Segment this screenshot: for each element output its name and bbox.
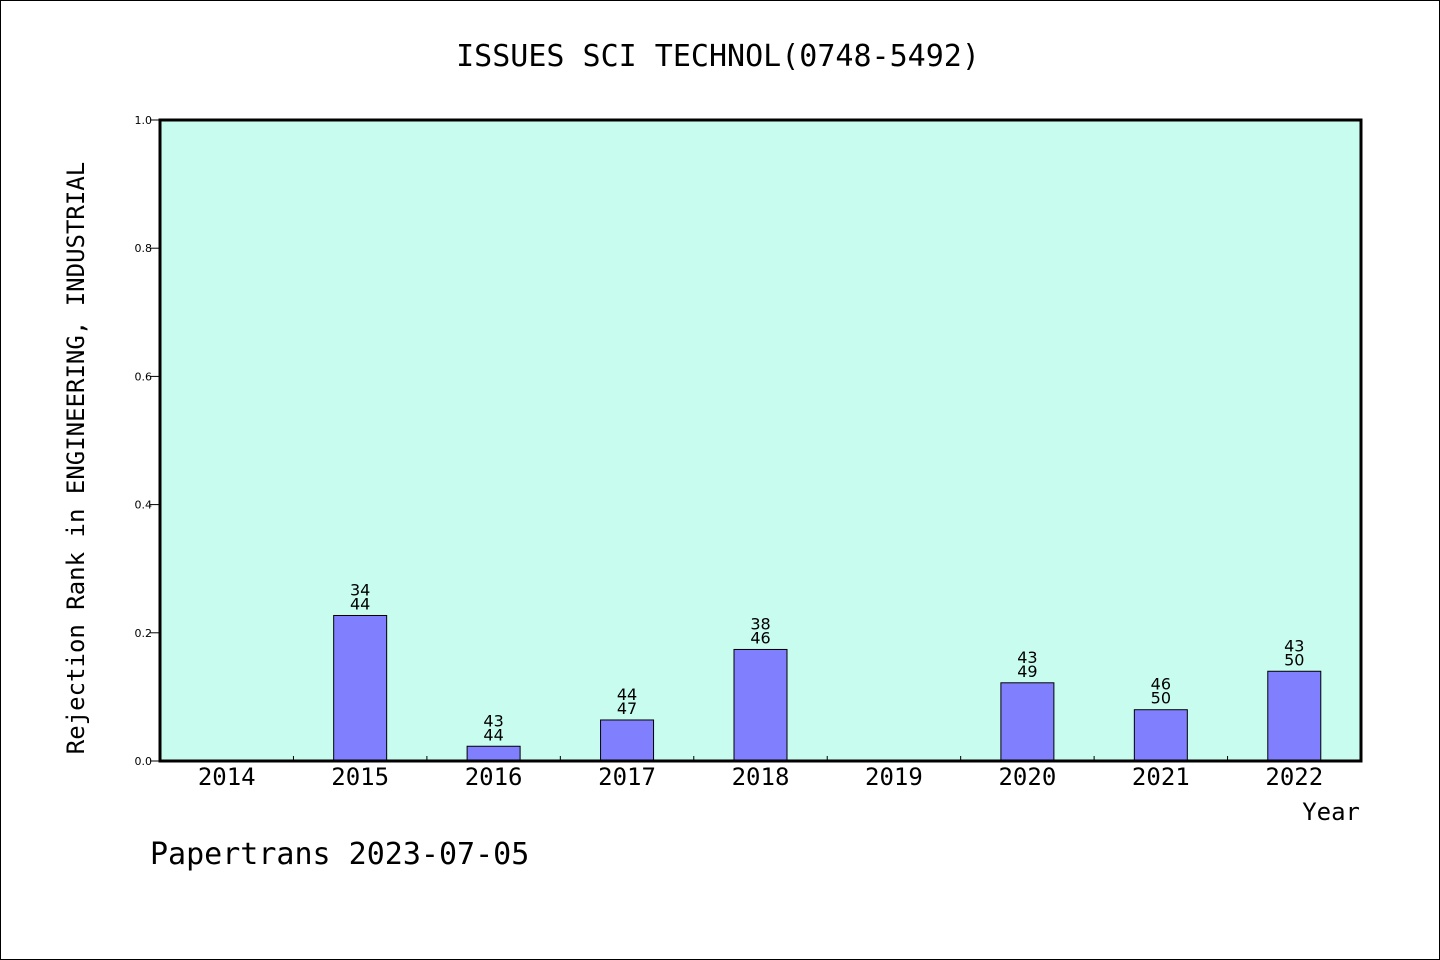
y-tick-label: 0.0 (135, 755, 153, 768)
x-axis: 2014 2015 2016 2017 2018 2019 2020 2021 2022 (198, 756, 1323, 791)
x-tick-label: 2015 (331, 763, 389, 791)
plot-border (158, 118, 1363, 763)
bars-group (333, 614, 1322, 762)
data-label-top: 44 (617, 685, 637, 704)
bar-2018 (733, 648, 788, 762)
data-label-bottom: 44 (483, 725, 503, 744)
data-label-top: 43 (483, 711, 503, 730)
bar-2021 (1133, 709, 1188, 762)
data-label-bottom: 46 (750, 628, 770, 647)
y-axis: 0.0 0.2 0.4 0.6 0.8 1.0 (135, 114, 160, 768)
y-tick-label: 1.0 (135, 114, 153, 127)
data-label-top: 38 (750, 614, 770, 633)
data-label-bottom: 47 (617, 699, 637, 718)
data-label-top: 46 (1151, 675, 1171, 694)
y-axis-label: Rejection Rank in ENGINEERING, INDUSTRIA… (62, 162, 90, 754)
data-label-top: 43 (1284, 636, 1304, 655)
x-tick-label: 2016 (465, 763, 523, 791)
x-tick-label: 2021 (1132, 763, 1190, 791)
x-axis-label: Year (1302, 798, 1360, 826)
chart-title: ISSUES SCI TECHNOL(0748-5492) (456, 39, 980, 74)
bar-2015 (333, 614, 388, 762)
y-tick-label: 0.6 (135, 370, 153, 383)
y-tick-label: 0.8 (135, 242, 153, 255)
x-tick-label: 2020 (998, 763, 1056, 791)
x-tick-label: 2017 (598, 763, 656, 791)
data-label-bottom: 50 (1284, 650, 1304, 669)
data-label-bottom: 44 (350, 594, 370, 613)
x-tick-label: 2022 (1265, 763, 1323, 791)
data-label-bottom: 49 (1017, 662, 1037, 681)
data-label-top: 43 (1017, 648, 1037, 667)
footer-text: Papertrans 2023-07-05 (150, 837, 529, 872)
bar-2016 (466, 745, 521, 762)
x-tick-label: 2019 (865, 763, 923, 791)
data-label-top: 34 (350, 580, 370, 599)
data-label-bottom: 50 (1151, 689, 1171, 708)
y-tick-label: 0.2 (135, 627, 153, 640)
x-tick-label: 2018 (732, 763, 790, 791)
y-tick-label: 0.4 (135, 499, 153, 512)
x-tick-label: 2014 (198, 763, 256, 791)
bar-2022 (1267, 670, 1322, 762)
bar-2020 (1000, 682, 1055, 762)
bar-2017 (600, 719, 655, 762)
